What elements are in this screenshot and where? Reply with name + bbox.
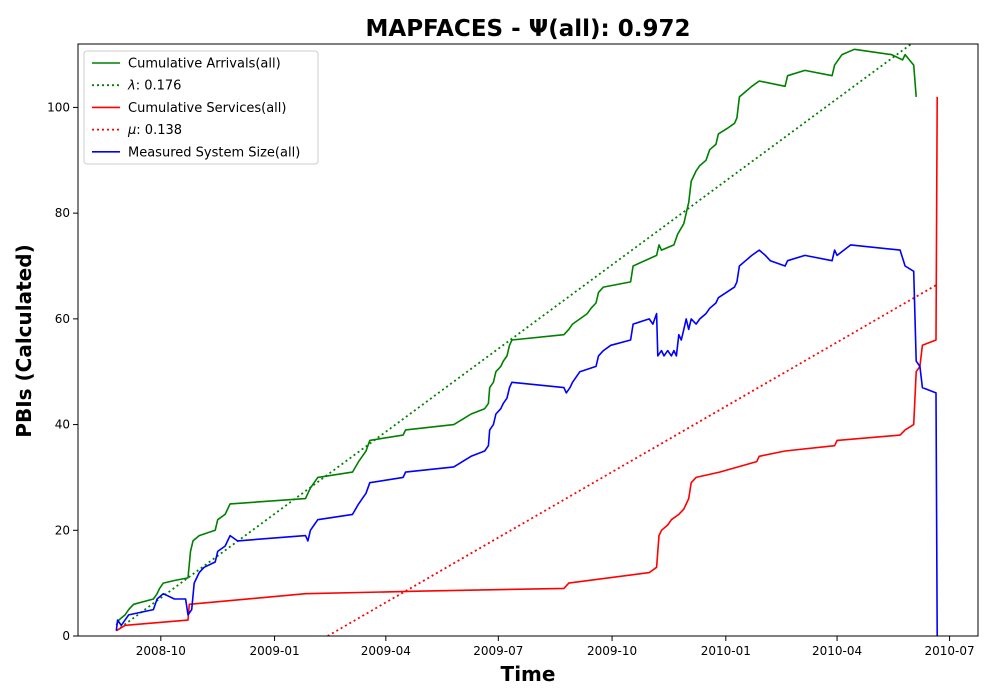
legend-box [83,50,319,165]
x-tick-label-6: 2010-04 [812,644,862,658]
plot-frame [77,43,979,637]
y-axis: 0 20 40 60 80 100 [47,100,78,643]
legend: Cumulative Arrivals(all) λ: 0.176 Cumulati… [83,50,319,165]
series-line-3 [327,283,938,636]
x-tick-label-5: 2010-01 [701,644,751,658]
x-tick-label-2: 2009-04 [361,644,411,658]
series-line-0 [115,48,917,626]
series-line-2 [115,96,939,632]
series-line-4 [115,244,939,636]
series-layer [115,44,939,636]
y-tick-label-2: 40 [55,418,70,432]
x-tick-label-3: 2009-07 [473,644,523,658]
x-axis: 2008-10 2009-01 2009-04 2009-07 2009-10 2010-… [136,636,975,658]
y-tick-label-0: 0 [62,629,70,643]
legend-label-0: Cumulative Arrivals(all) [128,57,281,72]
x-tick-label-4: 2009-10 [587,644,637,658]
x-axis-label: Time [501,662,556,686]
y-axis-label: PBIs (Calculated) [12,244,36,437]
x-tick-label-0: 2008-10 [136,644,186,658]
legend-label-2: Cumulative Services(all) [128,101,286,116]
legend-label-1: λ: 0.176 [127,79,181,94]
y-tick-label-5: 100 [47,100,70,114]
y-tick-label-1: 20 [55,523,70,537]
y-tick-label-3: 60 [55,312,70,326]
x-tick-label-1: 2009-01 [249,644,299,658]
legend-label-3: μ: 0.138 [127,123,182,138]
legend-label-4: Measured System Size(all) [128,145,300,160]
y-tick-label-4: 80 [55,206,70,220]
chart-title: MAPFACES - Ψ(all): 0.972 [366,16,691,42]
x-tick-label-7: 2010-07 [924,644,974,658]
